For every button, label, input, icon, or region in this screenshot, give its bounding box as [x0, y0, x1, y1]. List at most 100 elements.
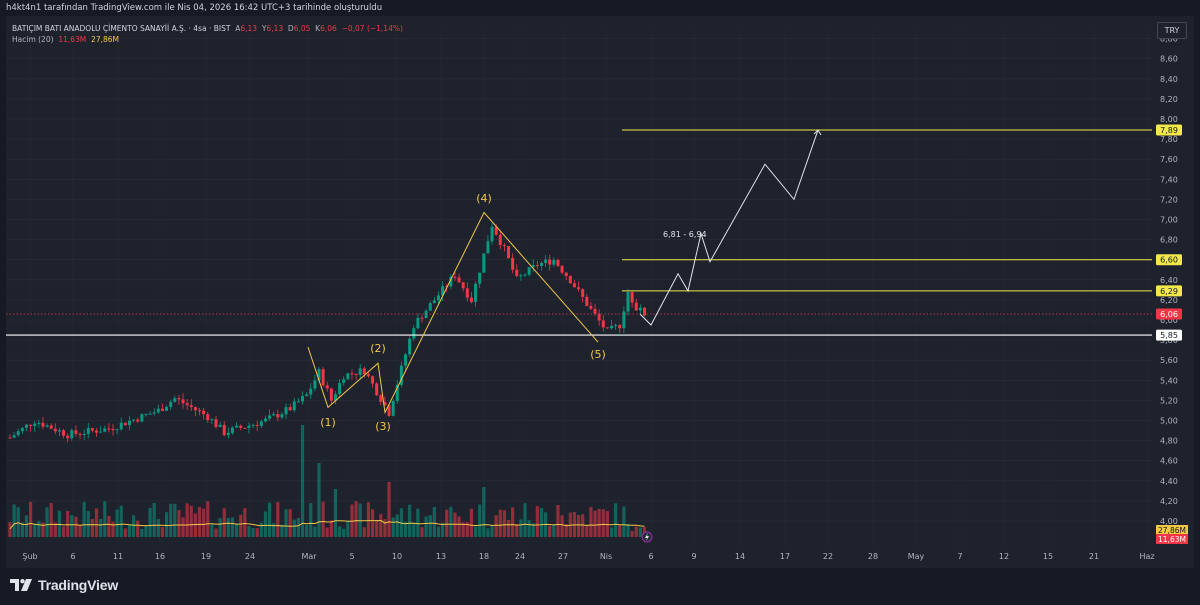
volume-bar	[576, 514, 581, 537]
x-tick-label: Haz	[1139, 552, 1154, 561]
x-tick-label: 24	[245, 552, 255, 561]
volume-bar	[127, 524, 132, 537]
volume-bar	[626, 523, 630, 537]
volume-bar	[156, 518, 160, 537]
tradingview-logo[interactable]: TradingView	[10, 577, 118, 593]
candle	[556, 259, 560, 266]
candle	[342, 379, 346, 383]
candle	[66, 435, 70, 439]
volume-bar	[502, 510, 506, 537]
volume-bar	[609, 527, 614, 537]
x-tick-label: 22	[823, 552, 833, 561]
volume-bar	[94, 508, 99, 537]
volume-bar	[589, 506, 593, 537]
volume-bar	[408, 504, 412, 537]
volume-bar	[482, 487, 486, 537]
candle	[239, 425, 243, 428]
candle	[630, 292, 634, 303]
candle	[156, 408, 160, 413]
volume-tag-label: 27,86M	[1158, 526, 1186, 535]
x-tick-label: 16	[155, 552, 165, 561]
volume-bar	[210, 524, 214, 537]
volume-bar	[177, 510, 181, 537]
volume-bar	[296, 518, 300, 537]
y-tick-label: 4,20	[1160, 497, 1178, 506]
y-tick-label: 8,60	[1160, 55, 1178, 64]
candle	[123, 422, 127, 426]
volume-bar	[461, 522, 465, 537]
volume-bar	[379, 514, 383, 537]
candle	[272, 414, 276, 416]
candle	[490, 226, 494, 242]
high-label: Y	[261, 24, 267, 33]
volume-bar	[218, 518, 222, 537]
price-tag-label: 6,06	[1160, 310, 1178, 319]
candle	[119, 422, 123, 430]
candle	[371, 376, 375, 384]
volume-indicator-label[interactable]: Hacim (20)	[12, 35, 54, 44]
volume-bar	[346, 520, 350, 537]
x-tick-label: 12	[999, 552, 1009, 561]
candle	[428, 303, 432, 311]
candle	[74, 430, 78, 434]
candle	[103, 428, 107, 432]
volume-bar	[235, 524, 239, 537]
volume-bar	[634, 526, 638, 537]
close-label: K	[315, 24, 321, 33]
candle	[494, 226, 498, 235]
volume-bar	[375, 519, 379, 537]
candle	[333, 394, 337, 401]
volume-bar	[305, 525, 309, 537]
x-tick-label: 19	[201, 552, 211, 561]
symbol-title[interactable]: BATIÇIM BATI ANADOLU ÇİMENTO SANAYİİ A.Ş…	[12, 24, 231, 33]
candle	[189, 405, 193, 408]
volume-bar	[498, 509, 502, 537]
candle	[111, 428, 115, 431]
volume-bar	[313, 526, 317, 537]
candle	[317, 369, 321, 381]
volume-bar	[618, 525, 622, 537]
volume-bar	[300, 425, 305, 537]
volume-bar	[515, 524, 519, 537]
y-tick-label: 4,00	[1160, 517, 1178, 526]
price-tag-label: 7,89	[1160, 126, 1178, 135]
candle	[544, 259, 548, 263]
elliott-wave-line	[307, 211, 599, 415]
x-tick-label: 15	[1043, 552, 1053, 561]
candle	[222, 424, 226, 436]
candle	[465, 288, 469, 298]
volume-bar	[436, 526, 441, 537]
volume-bar	[387, 482, 391, 537]
y-tick-label: 7,40	[1160, 175, 1178, 184]
x-tick-label: 14	[735, 552, 745, 561]
lightning-glyph	[645, 533, 649, 541]
volume-bar	[41, 522, 45, 537]
x-tick-label: 7	[957, 552, 962, 561]
volume-bar	[486, 528, 490, 537]
volume-bar	[292, 519, 296, 537]
candle	[90, 428, 94, 431]
volume-bar	[490, 525, 494, 537]
x-tick-label: Şub	[22, 552, 37, 561]
volume-bar	[90, 518, 94, 537]
volume-bar	[412, 522, 416, 537]
candle	[29, 424, 33, 426]
x-tick-label: 9	[691, 552, 696, 561]
chart-legend: BATIÇIM BATI ANADOLU ÇİMENTO SANAYİİ A.Ş…	[12, 23, 403, 45]
y-tick-label: 4,80	[1160, 437, 1178, 446]
wave-label: (2)	[370, 342, 386, 355]
currency-button[interactable]: TRY	[1157, 22, 1187, 39]
volume-bar	[82, 501, 86, 537]
volume-bar	[457, 516, 461, 537]
candle	[57, 430, 61, 432]
y-tick-label: 4,60	[1160, 457, 1178, 466]
candle	[86, 428, 90, 435]
candle	[614, 325, 618, 327]
candle	[474, 283, 478, 302]
price-tag-label: 6,29	[1160, 287, 1178, 296]
volume-bar	[506, 519, 511, 537]
candle	[395, 384, 399, 402]
price-tag-6,06	[1156, 308, 1182, 320]
y-tick-label: 4,40	[1160, 477, 1178, 486]
